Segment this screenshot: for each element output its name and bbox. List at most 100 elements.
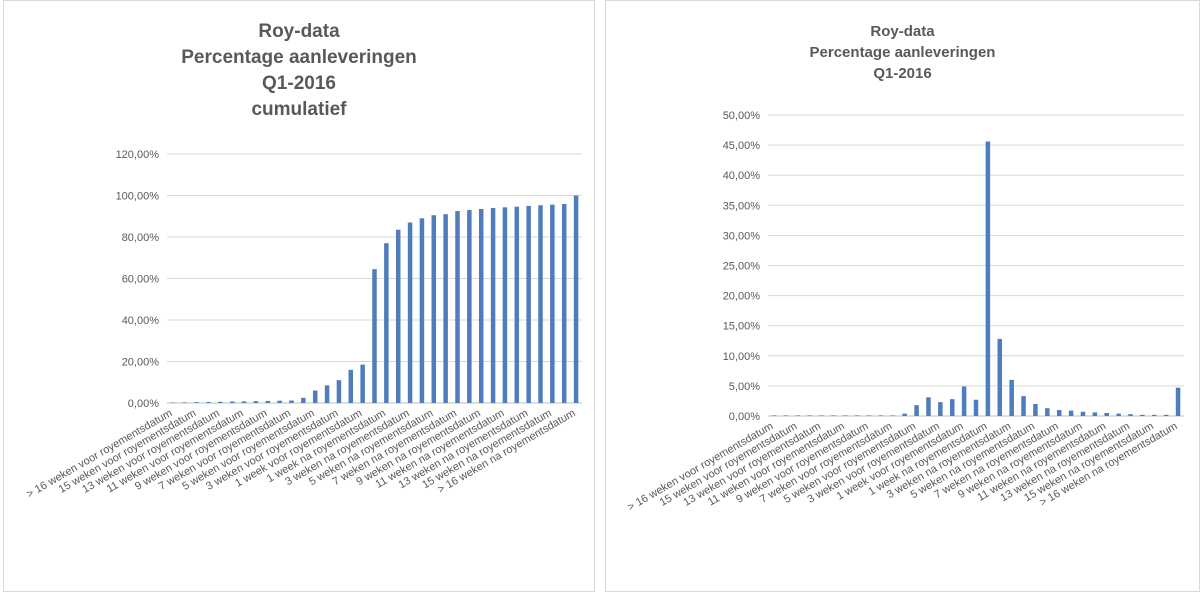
y-tick-label: 0,00% [128,398,159,410]
bar [854,415,860,416]
bar [550,204,555,403]
bar [1056,409,1062,416]
bar [206,401,211,403]
bar [467,210,472,403]
bar [301,397,306,403]
y-tick-label: 35,00% [723,200,761,212]
bar [218,401,223,403]
bar [771,415,777,416]
bar [902,413,907,416]
cumulative-bar-chart: 0,00% 20,00% 40,00% 60,00% 80,00% 100,00% 120,… [25,149,582,501]
bar [253,401,259,403]
bar [938,402,943,416]
bar [360,364,365,403]
bar [1128,414,1133,416]
bar [866,415,872,416]
bar [514,206,520,403]
chart-title-line: Percentage aanleveringen [809,44,996,61]
y-tick-label: 80,00% [122,232,160,244]
bar [831,415,836,416]
bar [573,195,579,403]
bar [419,218,425,403]
y-tick-label: 20,00% [723,291,761,303]
bar [926,397,931,416]
y-tick-label: 40,00% [723,170,761,182]
y-tick-label: 5,00% [729,381,760,393]
bar [1140,414,1145,416]
chart-panel-cumulative: Roy-data Percentage aanleveringen Q1-201… [3,0,595,592]
bar [265,400,271,403]
y-tick-label: 120,00% [116,149,160,161]
bar [1009,379,1014,416]
bar [1045,408,1050,416]
bar [324,385,330,403]
y-tick-label: 0,00% [729,411,760,423]
bar [277,400,282,403]
bar [229,401,235,403]
y-tick-label: 15,00% [723,321,761,333]
bar [949,399,955,416]
bar [985,141,991,416]
bar [1104,412,1110,416]
y-tick-label: 20,00% [122,357,160,369]
bar [312,390,318,403]
bar [478,208,484,403]
bar [194,402,199,403]
bar [407,222,413,403]
bar [372,269,377,403]
bar [336,380,342,403]
y-tick-label: 100,00% [116,191,160,203]
y-tick-label: 10,00% [723,351,761,363]
bar [807,415,812,416]
bar [961,386,967,416]
chart-title-line: cumulatief [251,99,347,120]
bar [842,415,848,416]
y-tick-label: 25,00% [723,261,761,273]
chart-title: Roy-data Percentage aanleveringen Q1-201… [4,19,594,123]
bar [1175,387,1181,416]
chart-title-line: Q1-2016 [262,73,336,94]
bar [1092,412,1098,416]
bar [395,229,401,403]
bar [289,400,294,403]
bar [783,415,789,416]
bar [997,338,1003,416]
chart-title-line: Roy-data [258,21,340,42]
bar [241,401,247,403]
bar [431,215,437,403]
bar [182,402,188,403]
bar [526,205,531,403]
bar [1163,414,1169,416]
y-tick-label: 50,00% [723,110,761,122]
bar [443,214,448,403]
bar [1021,396,1026,416]
bar [819,415,824,416]
bar [1116,413,1121,416]
percentage-bar-chart: 0,00% 5,00% 10,00% 15,00% 20,00% 25,00% 30,00%… [626,110,1184,514]
bar [490,207,496,403]
bar [1152,414,1157,416]
chart-title: Roy-data Percentage aanleveringen Q1-201… [606,21,1199,84]
bar [795,415,800,416]
bar [878,415,884,416]
bar [561,204,567,403]
bar [455,211,460,403]
bar [973,399,979,416]
bar [1033,403,1038,416]
y-tick-label: 60,00% [122,274,160,286]
bar [348,369,354,403]
bar [502,207,508,403]
y-tick-label: 45,00% [723,140,761,152]
bar [538,205,543,403]
bar [890,415,896,416]
chart-title-line: Q1-2016 [873,65,932,82]
bar [1068,410,1074,416]
bar [1080,411,1086,416]
chart-panel-percentage: Roy-data Percentage aanleveringen Q1-201… [605,0,1200,592]
bar [914,405,919,416]
chart-title-line: Percentage aanleveringen [181,47,417,68]
chart-title-line: Roy-data [870,23,935,40]
y-tick-label: 30,00% [723,230,761,242]
y-tick-label: 40,00% [122,315,160,327]
bar [384,243,389,403]
